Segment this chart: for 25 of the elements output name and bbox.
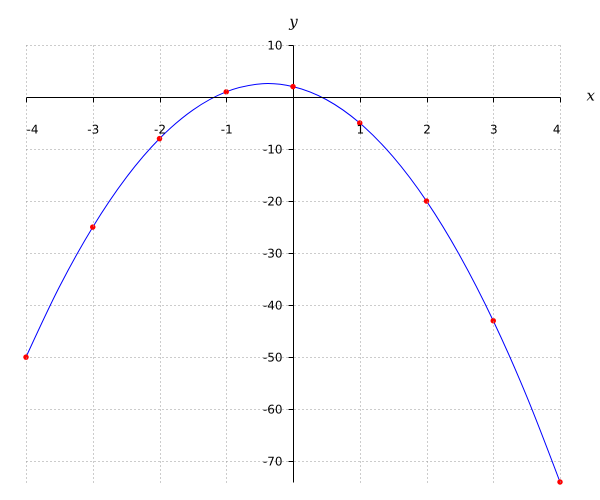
point <box>424 198 430 204</box>
y-axis-title: y <box>288 12 298 30</box>
point <box>23 354 29 360</box>
y-tick-label: -70 <box>262 454 282 469</box>
point <box>490 318 496 324</box>
point <box>90 224 96 230</box>
y-tick-label: -20 <box>262 194 282 209</box>
y-tick-label: -50 <box>262 350 282 365</box>
point <box>290 84 296 90</box>
x-tick-label: -3 <box>87 122 100 137</box>
y-tick-label: -40 <box>262 298 282 313</box>
y-tick-label: -60 <box>262 402 282 417</box>
y-tick-label: -10 <box>262 142 282 157</box>
x-tick-label: -4 <box>26 122 38 137</box>
x-tick-label: -1 <box>220 122 233 137</box>
x-tick-label: -2 <box>154 122 166 137</box>
x-tick-label: 3 <box>490 122 498 137</box>
x-tick-label: 2 <box>423 122 431 137</box>
y-tick-label: -30 <box>262 246 282 261</box>
x-tick-label: 4 <box>552 122 560 137</box>
point <box>156 136 162 142</box>
y-tick-label: 10 <box>267 38 282 52</box>
x-tick-label: 1 <box>356 122 364 137</box>
point <box>224 89 229 95</box>
x-axis-title: x <box>586 86 596 105</box>
